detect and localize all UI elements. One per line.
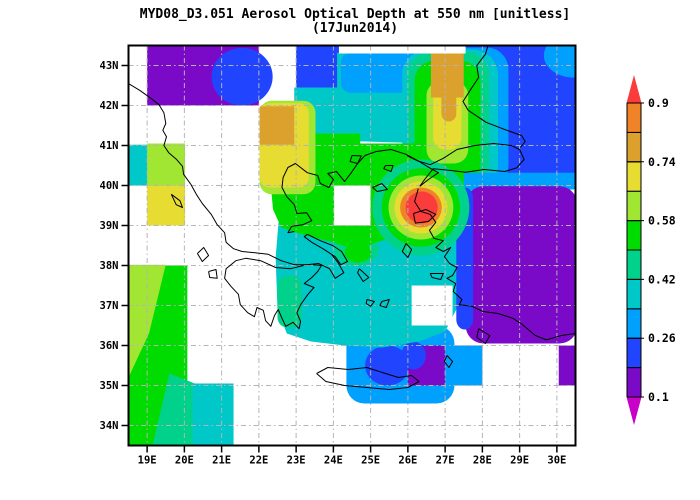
aod-field-shape bbox=[296, 45, 339, 94]
colorbar-segment bbox=[626, 367, 642, 398]
axis-tick-label: 41N bbox=[100, 140, 119, 152]
colorbar-segment bbox=[626, 249, 642, 280]
coastline-path bbox=[462, 45, 526, 148]
colorbar-label: 0.9 bbox=[648, 96, 669, 110]
axis-tick-label: 20E bbox=[175, 455, 194, 467]
coastline-path bbox=[357, 268, 370, 282]
colorbar-segment bbox=[626, 131, 642, 163]
axis-tick-label: 42N bbox=[100, 100, 119, 112]
coastline-path bbox=[316, 367, 420, 390]
coastline-path bbox=[413, 209, 437, 224]
colorbar-segment bbox=[626, 337, 642, 369]
map-frame bbox=[127, 44, 577, 447]
grid-lines bbox=[128, 45, 576, 446]
colorbar-segment bbox=[626, 102, 642, 133]
coastline-path bbox=[429, 273, 444, 280]
colorbar-segment bbox=[626, 308, 642, 339]
axis-tick-label: 35N bbox=[100, 380, 119, 392]
axis-tick-label: 24E bbox=[324, 455, 343, 467]
aod-field-shape bbox=[259, 106, 295, 145]
aod-field-shape bbox=[441, 85, 457, 122]
axis-tick-label: 34N bbox=[100, 420, 119, 432]
axis-tick-label: 19E bbox=[138, 455, 157, 467]
aod-field-shape bbox=[401, 341, 426, 370]
plot-subtitle: (17Jun2014) bbox=[311, 21, 399, 36]
axis-tick-label: 28E bbox=[473, 455, 492, 467]
aod-field-shape bbox=[147, 143, 186, 186]
aod-field-shape bbox=[558, 345, 576, 386]
colorbar-label: 0.26 bbox=[648, 331, 676, 345]
aod-field-shape bbox=[338, 45, 466, 54]
colorbar-under-arrow bbox=[626, 397, 642, 425]
coastline-path bbox=[443, 355, 454, 368]
colorbar-segment bbox=[626, 161, 642, 192]
aod-field-shape bbox=[543, 45, 576, 78]
coastline-path bbox=[170, 193, 183, 208]
coastline-path bbox=[303, 233, 348, 266]
coastlines bbox=[128, 45, 576, 390]
coastline-path bbox=[208, 269, 218, 279]
coastline-path bbox=[196, 247, 210, 262]
plot-title: MYD08_D3.051 Aerosol Optical Depth at 55… bbox=[139, 7, 571, 22]
aod-field-shape bbox=[211, 47, 273, 106]
aod-field-shape bbox=[445, 345, 483, 386]
coastline-path bbox=[365, 299, 375, 307]
axis-tick-label: 23E bbox=[287, 455, 306, 467]
colorbar-over-arrow bbox=[626, 75, 642, 103]
aod-field-shape bbox=[334, 185, 371, 226]
coastline-path bbox=[383, 165, 394, 172]
axis-tick-label: 21E bbox=[212, 455, 231, 467]
axis-tick-label: 36N bbox=[100, 340, 119, 352]
aod-field-shape bbox=[147, 185, 186, 226]
colorbar-segment bbox=[626, 220, 642, 251]
aod-field-shape bbox=[277, 275, 302, 328]
coastline-path bbox=[379, 299, 390, 308]
axis-tick-label: 27E bbox=[436, 455, 455, 467]
colorbar-label: 0.1 bbox=[648, 390, 669, 404]
axis-tick-label: 30E bbox=[547, 455, 566, 467]
axis-tick-label: 25E bbox=[361, 455, 380, 467]
coastline-path bbox=[406, 143, 525, 187]
axis-tick-label: 39N bbox=[100, 220, 119, 232]
colorbar-label: 0.74 bbox=[648, 155, 676, 169]
coastline-path bbox=[128, 83, 243, 252]
coastline-path bbox=[349, 155, 362, 164]
axis-tick-label: 26E bbox=[398, 455, 417, 467]
coastline-path bbox=[372, 183, 388, 192]
coastline-path bbox=[476, 328, 491, 344]
axis-tick-label: 43N bbox=[100, 60, 119, 72]
axis-tick-label: 22E bbox=[249, 455, 268, 467]
coastline-path bbox=[224, 257, 322, 330]
plot-title-block: MYD08_D3.051 Aerosol Optical Depth at 55… bbox=[120, 8, 590, 36]
aod-field-shape bbox=[192, 383, 234, 445]
colorbar-label: 0.42 bbox=[648, 272, 676, 286]
coastline-path bbox=[414, 188, 576, 341]
colorbar-segment bbox=[626, 190, 642, 222]
aod-field bbox=[128, 45, 576, 445]
axes: 34N 35N 36N 37N 38N 39N 40N 41N 42N 43N 19E 20E 21E 2… bbox=[100, 60, 567, 467]
colorbar-label: 0.58 bbox=[648, 214, 676, 228]
coastline-path bbox=[401, 243, 413, 258]
colorbar: 0.1 0.26 0.42 0.58 0.74 0.9 bbox=[626, 75, 676, 425]
aod-field-shape bbox=[128, 144, 149, 186]
axis-tick-label: 38N bbox=[100, 260, 119, 272]
axis-tick-label: 29E bbox=[510, 455, 529, 467]
coastline-path bbox=[281, 149, 439, 234]
coastline-path bbox=[242, 251, 345, 279]
colorbar-segment bbox=[626, 278, 642, 310]
aod-field-shape bbox=[365, 345, 410, 386]
axis-tick-label: 37N bbox=[100, 300, 119, 312]
axis-tick-label: 40N bbox=[100, 180, 119, 192]
